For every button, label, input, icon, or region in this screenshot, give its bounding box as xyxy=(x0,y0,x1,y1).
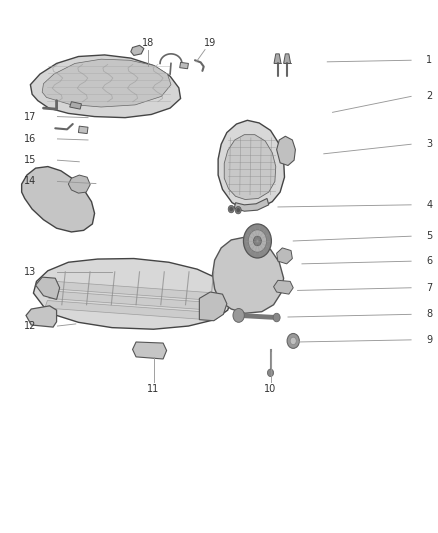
Circle shape xyxy=(244,224,272,258)
Text: 7: 7 xyxy=(426,283,433,293)
Circle shape xyxy=(287,334,299,349)
Text: 2: 2 xyxy=(426,91,433,101)
Polygon shape xyxy=(277,248,292,264)
Circle shape xyxy=(290,337,296,345)
Text: 18: 18 xyxy=(142,38,154,48)
Text: 11: 11 xyxy=(147,384,159,394)
Polygon shape xyxy=(68,175,90,193)
Text: 3: 3 xyxy=(426,139,432,149)
Polygon shape xyxy=(26,306,57,327)
Polygon shape xyxy=(274,54,281,63)
Polygon shape xyxy=(133,342,166,359)
Text: 17: 17 xyxy=(24,111,36,122)
Circle shape xyxy=(228,205,234,213)
Polygon shape xyxy=(21,166,95,232)
Polygon shape xyxy=(180,62,188,69)
Polygon shape xyxy=(42,59,171,107)
Text: 1: 1 xyxy=(426,55,432,65)
Circle shape xyxy=(233,309,244,322)
Circle shape xyxy=(235,206,241,214)
Text: 12: 12 xyxy=(24,321,36,331)
Polygon shape xyxy=(199,292,227,321)
Text: 5: 5 xyxy=(426,231,433,241)
Text: 14: 14 xyxy=(24,176,36,187)
Circle shape xyxy=(254,236,261,246)
Polygon shape xyxy=(277,136,295,165)
Polygon shape xyxy=(224,135,276,199)
Circle shape xyxy=(273,313,280,322)
Polygon shape xyxy=(45,301,209,320)
Circle shape xyxy=(268,369,274,376)
Polygon shape xyxy=(70,102,81,109)
Polygon shape xyxy=(234,198,269,211)
Polygon shape xyxy=(284,54,290,63)
Polygon shape xyxy=(30,55,180,118)
Polygon shape xyxy=(274,280,293,294)
Text: 9: 9 xyxy=(426,335,432,345)
Text: 13: 13 xyxy=(24,267,36,277)
Polygon shape xyxy=(218,120,285,209)
Text: 19: 19 xyxy=(204,38,216,48)
Polygon shape xyxy=(131,45,144,55)
Circle shape xyxy=(230,207,233,211)
Polygon shape xyxy=(49,291,213,310)
Polygon shape xyxy=(53,281,217,301)
Circle shape xyxy=(237,208,240,212)
Polygon shape xyxy=(35,277,60,300)
Text: 10: 10 xyxy=(265,384,277,394)
Text: 15: 15 xyxy=(24,155,36,165)
Text: 8: 8 xyxy=(426,309,432,319)
Circle shape xyxy=(248,230,267,252)
Polygon shape xyxy=(33,259,231,329)
Text: 16: 16 xyxy=(24,134,36,144)
Text: 6: 6 xyxy=(426,256,432,266)
Text: 4: 4 xyxy=(426,200,432,210)
Polygon shape xyxy=(212,237,284,313)
Polygon shape xyxy=(78,126,88,134)
